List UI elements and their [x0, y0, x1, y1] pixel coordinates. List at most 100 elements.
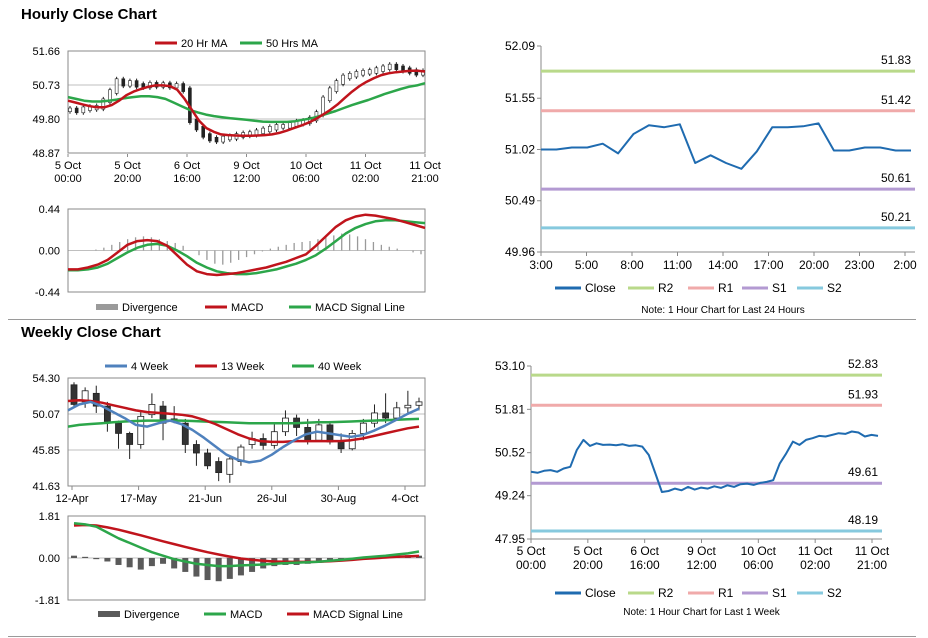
weekly-1w-level-s1-label: 49.61	[848, 465, 878, 479]
hourly-24h-x-tick-label: 17:00	[753, 258, 783, 272]
legend-hourly-24h-s2-label: S2	[827, 281, 842, 295]
weekly-divergence-bar	[204, 558, 211, 581]
hourly-24h-y-tick-label: 51.02	[505, 142, 535, 156]
weekly-macd-y-tick-label: -1.81	[35, 595, 60, 607]
weekly-candle-x-tick-label: 21-Jun	[188, 493, 222, 505]
hourly-24h-x-tick-label: 3:00	[529, 258, 553, 272]
hourly-candle	[394, 63, 399, 70]
weekly-1w-x-tick-label: 11 Oct	[855, 544, 890, 558]
hourly-macd-line	[68, 213, 426, 277]
weekly-1w-x-tick-label: 12:00	[686, 558, 716, 572]
legend-4-week-label: 4 Week	[131, 361, 169, 373]
weekly-1w-y-tick-label: 53.10	[495, 359, 525, 373]
hourly-candle-y-tick-label: 49.80	[32, 114, 60, 126]
weekly-divergence-bar	[260, 558, 267, 569]
weekly-candle	[92, 392, 100, 407]
hourly-candle	[134, 80, 139, 88]
legend-weekly-macd-label: MACD	[230, 609, 262, 621]
legend-hourly-24h-close-label: Close	[585, 281, 616, 295]
hourly-candle	[221, 135, 225, 143]
weekly-candle	[270, 431, 278, 446]
hourly-candle	[201, 126, 206, 138]
weekly-candle	[415, 401, 423, 406]
hourly-candle	[214, 136, 219, 143]
weekly-macd-plot-frame	[67, 515, 426, 601]
weekly-1w-y-tick-label: 47.95	[495, 532, 525, 546]
weekly-candle	[371, 412, 378, 424]
hourly-24h-x-tick-label: 14:00	[708, 258, 738, 272]
hourly-macd-y-tick-label: 0.44	[39, 204, 60, 216]
weekly-macd-y-tick-label: 1.81	[39, 511, 60, 523]
hourly-candle	[114, 78, 119, 94]
hourly-24h-level-r2-label: 51.83	[881, 53, 911, 67]
weekly-divergence-bar	[104, 558, 111, 562]
weekly-candle	[382, 412, 390, 419]
weekly-divergence-bar	[126, 558, 133, 568]
weekly-divergence-bar	[93, 558, 100, 560]
hourly-candle	[208, 133, 212, 142]
hourly-candle	[347, 73, 352, 80]
hourly-24h-x-tick-label: 5:00	[575, 258, 599, 272]
hourly-candle-plot-frame	[67, 50, 426, 154]
weekly-1w-x-tick-label: 9 Oct	[687, 544, 716, 558]
weekly-1w-x-tick-label: 5 Oct	[573, 544, 602, 558]
hourly-candle	[287, 122, 292, 129]
hourly-candle-x-tick-label: 11 Oct	[409, 160, 441, 172]
hourly-candle	[121, 78, 126, 87]
weekly-candle	[404, 404, 412, 409]
legend-50hr-ma-label: 50 Hrs MA	[266, 38, 319, 50]
weekly-1w-x-tick-label: 00:00	[516, 558, 546, 572]
hourly-candle	[367, 69, 372, 75]
legend-weekly-1w-s2-label: S2	[827, 586, 842, 600]
weekly-macd-signal-line	[73, 523, 420, 564]
legend-20hr-ma-label: 20 Hr MA	[181, 38, 228, 50]
weekly-candle	[148, 404, 156, 416]
weekly-40-week-line	[67, 417, 420, 428]
weekly-1w-x-tick-label: 06:00	[743, 558, 773, 572]
hourly-candle-x-tick-label: 00:00	[54, 173, 82, 185]
legend-hourly-macd-label: MACD	[231, 302, 263, 314]
hourly-candle-x-tick-label: 02:00	[352, 173, 380, 185]
hourly-candle	[387, 63, 392, 70]
legend-13-week-label: 13 Week	[221, 361, 265, 373]
weekly-candle-plot-frame	[67, 377, 426, 487]
bottom-divider	[8, 636, 916, 637]
hourly-50hr-ma-line	[67, 81, 426, 124]
weekly-1w-level-s2-label: 48.19	[848, 513, 878, 527]
hourly-24h-x-tick-label: 20:00	[799, 258, 829, 272]
weekly-candle-x-tick-label: 4-Oct	[392, 493, 419, 505]
hourly-candle	[327, 87, 332, 102]
legend-hourly-24h-s1-label: S1	[772, 281, 787, 295]
hourly-candle	[354, 71, 359, 78]
hourly-24h-y-tick-label: 52.09	[505, 39, 535, 53]
weekly-candle	[359, 422, 367, 434]
weekly-macd-line	[73, 521, 420, 568]
weekly-divergence-bar	[71, 555, 77, 558]
weekly-divergence-bar	[226, 558, 233, 579]
weekly-candle-x-tick-label: 30-Aug	[321, 493, 356, 505]
weekly-4-week-line	[67, 400, 420, 464]
weekly-candle	[337, 441, 345, 450]
legend-weekly-1w-r2-label: R2	[658, 586, 674, 600]
weekly-macd-y-tick-label: 0.00	[39, 553, 60, 565]
weekly-1w-close-line	[530, 430, 879, 493]
hourly-candle	[281, 124, 285, 129]
weekly-divergence-bar	[148, 558, 155, 567]
legend-weekly-1w-r1-label: R1	[718, 586, 734, 600]
weekly-divergence-bar	[171, 558, 178, 569]
hourly-candle-y-tick-label: 51.66	[32, 46, 60, 58]
weekly-1w-x-tick-label: 5 Oct	[517, 544, 546, 558]
hourly-candle	[128, 80, 132, 87]
weekly-candle-x-tick-label: 26-Jul	[257, 493, 287, 505]
weekly-1w-x-tick-label: 11 Oct	[798, 544, 833, 558]
legend-weekly-1w-s1-label: S1	[772, 586, 787, 600]
hourly-24h-note: Note: 1 Hour Chart for Last 24 Hours	[641, 305, 804, 316]
hourly-candle	[181, 83, 186, 92]
weekly-candle	[226, 458, 234, 475]
hourly-candle-y-tick-label: 50.73	[32, 80, 60, 92]
weekly-1w-x-tick-label: 02:00	[800, 558, 830, 572]
weekly-candle	[137, 415, 145, 445]
legend-hourly-signal-label: MACD Signal Line	[315, 302, 405, 314]
weekly-section-title: Weekly Close Chart	[21, 324, 161, 341]
weekly-candle	[282, 417, 289, 433]
